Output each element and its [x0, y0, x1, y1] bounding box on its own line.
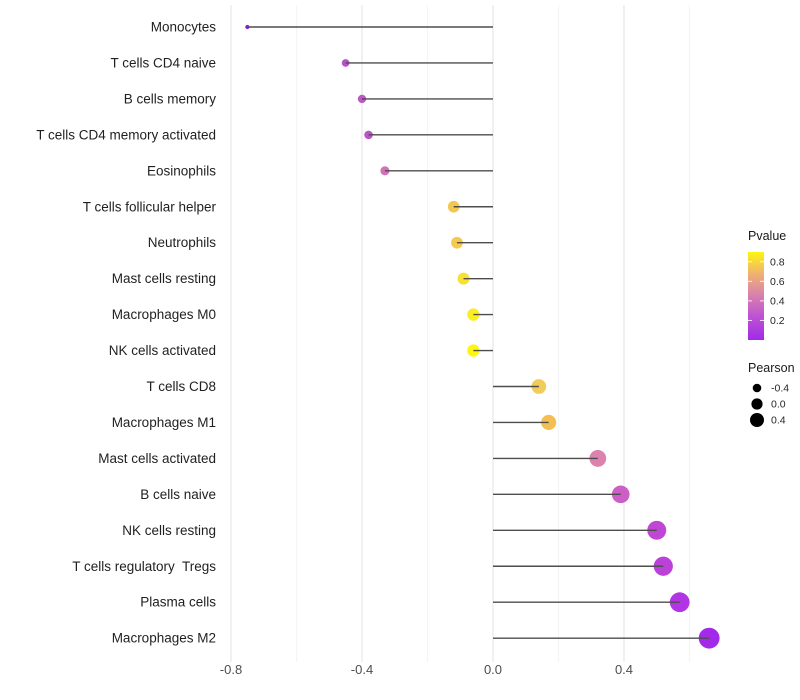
row-label: Macrophages M1 — [112, 415, 216, 430]
row-label: T cells CD4 memory activated — [36, 127, 216, 142]
row-label: T cells CD8 — [146, 379, 216, 394]
row-label: NK cells activated — [109, 343, 216, 358]
row-label: Mast cells activated — [98, 451, 216, 466]
row-label: Macrophages M2 — [112, 631, 216, 646]
row-label: B cells naive — [140, 487, 216, 502]
row-label: T cells regulatory Tregs — [72, 559, 216, 574]
row-label: T cells follicular helper — [83, 199, 217, 214]
pvalue-legend-tick-label: 0.2 — [770, 315, 785, 327]
row-label: Monocytes — [151, 20, 217, 35]
pearson-legend-tick-label: 0.0 — [771, 399, 786, 411]
pvalue-legend-tick-label: 0.8 — [770, 256, 785, 268]
pearson-legend-dot — [752, 383, 762, 393]
pearson-legend-dot — [751, 398, 763, 410]
pearson-legend-tick-label: 0.4 — [771, 415, 786, 427]
pearson-legend-tick-label: -0.4 — [771, 383, 789, 395]
x-axis-tick-label: 0.0 — [484, 662, 502, 677]
x-axis-tick-label: 0.4 — [615, 662, 633, 677]
pvalue-legend-tick-label: 0.4 — [770, 295, 785, 307]
pearson-legend-dot — [750, 413, 764, 427]
row-label: NK cells resting — [122, 523, 216, 538]
row-label: T cells CD4 naive — [110, 55, 216, 70]
row-label: Mast cells resting — [112, 271, 216, 286]
pearson-legend-title: Pearson — [748, 361, 795, 375]
row-label: Neutrophils — [148, 235, 217, 250]
row-label: Eosinophils — [147, 163, 216, 178]
row-label: B cells memory — [124, 91, 217, 106]
row-label: Macrophages M0 — [112, 307, 216, 322]
x-axis-tick-label: -0.4 — [351, 662, 373, 677]
pvalue-legend-tick-label: 0.6 — [770, 276, 785, 288]
pvalue-legend-title: Pvalue — [748, 229, 786, 243]
row-label: Plasma cells — [140, 595, 216, 610]
pvalue-colorbar — [748, 252, 764, 340]
x-axis-tick-label: -0.8 — [220, 662, 242, 677]
